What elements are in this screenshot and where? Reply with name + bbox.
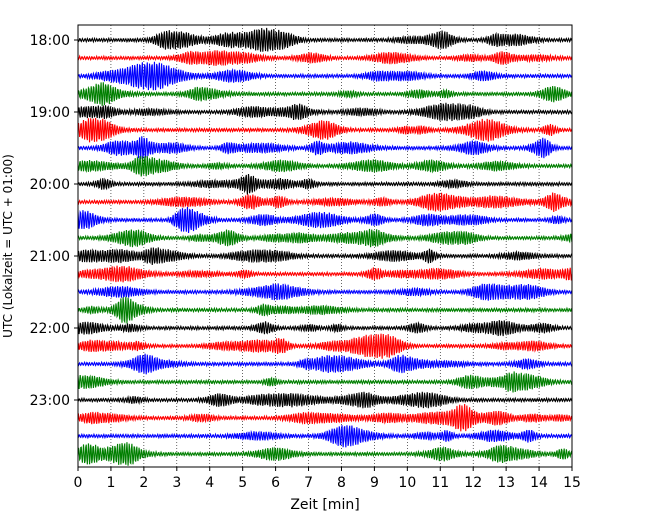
x-tick-label-15: 15 (563, 475, 581, 491)
x-tick-label-0: 0 (74, 475, 83, 491)
trace-row-3 (77, 82, 573, 106)
x-tick-label-12: 12 (464, 475, 482, 491)
x-tick-label-5: 5 (238, 475, 247, 491)
plot-background (78, 25, 572, 467)
trace-row-8 (77, 174, 573, 195)
trace-row-2 (77, 61, 573, 91)
y-tick-label-21:00: 21:00 (30, 249, 70, 265)
trace-row-14 (77, 283, 573, 301)
x-tick-label-6: 6 (271, 475, 280, 491)
x-axis-label: Zeit [min] (290, 497, 359, 513)
trace-row-1 (77, 50, 573, 67)
trace-row-5 (77, 117, 573, 143)
x-tick-label-2: 2 (139, 475, 148, 491)
trace-row-22 (77, 425, 573, 448)
trace-row-23 (77, 442, 573, 466)
trace-row-18 (77, 353, 573, 375)
x-tick-label-8: 8 (337, 475, 346, 491)
y-axis-label: UTC (Lokalzeit = UTC + 01:00) (1, 154, 15, 338)
trace-row-21 (77, 404, 573, 432)
x-tick-label-4: 4 (205, 475, 214, 491)
y-tick-label-20:00: 20:00 (30, 177, 70, 193)
x-tick-label-11: 11 (431, 475, 449, 491)
y-tick-label-19:00: 19:00 (30, 105, 70, 121)
x-tick-label-1: 1 (106, 475, 115, 491)
trace-row-12 (77, 247, 573, 266)
y-tick-label-22:00: 22:00 (30, 321, 70, 337)
trace-row-19 (77, 371, 573, 393)
x-tick-label-7: 7 (304, 475, 313, 491)
trace-row-11 (77, 228, 573, 248)
x-tick-label-9: 9 (370, 475, 379, 491)
trace-row-16 (77, 320, 573, 337)
seismogram-traces (77, 27, 573, 466)
x-tick-label-10: 10 (398, 475, 416, 491)
x-tick-label-13: 13 (497, 475, 515, 491)
trace-row-15 (77, 296, 573, 324)
y-axis-ticks: 18:00 19:00 20:00 21:00 22:00 23:00 (30, 33, 78, 409)
y-tick-label-18:00: 18:00 (30, 33, 70, 49)
x-axis-ticks: 0 1 2 3 4 5 6 7 8 9 10 11 12 13 14 15 (74, 467, 581, 491)
trace-row-7 (77, 155, 573, 177)
y-tick-label-23:00: 23:00 (30, 393, 70, 409)
x-tick-label-3: 3 (172, 475, 181, 491)
trace-row-10 (77, 206, 573, 234)
trace-row-13 (77, 265, 573, 283)
trace-row-4 (77, 102, 573, 122)
x-tick-label-14: 14 (530, 475, 548, 491)
plot-frame (77, 24, 573, 468)
trace-row-9 (77, 192, 573, 212)
trace-row-17 (77, 333, 572, 359)
trace-row-20 (77, 391, 573, 409)
trace-row-6 (77, 136, 573, 160)
trace-row-0 (77, 27, 573, 52)
